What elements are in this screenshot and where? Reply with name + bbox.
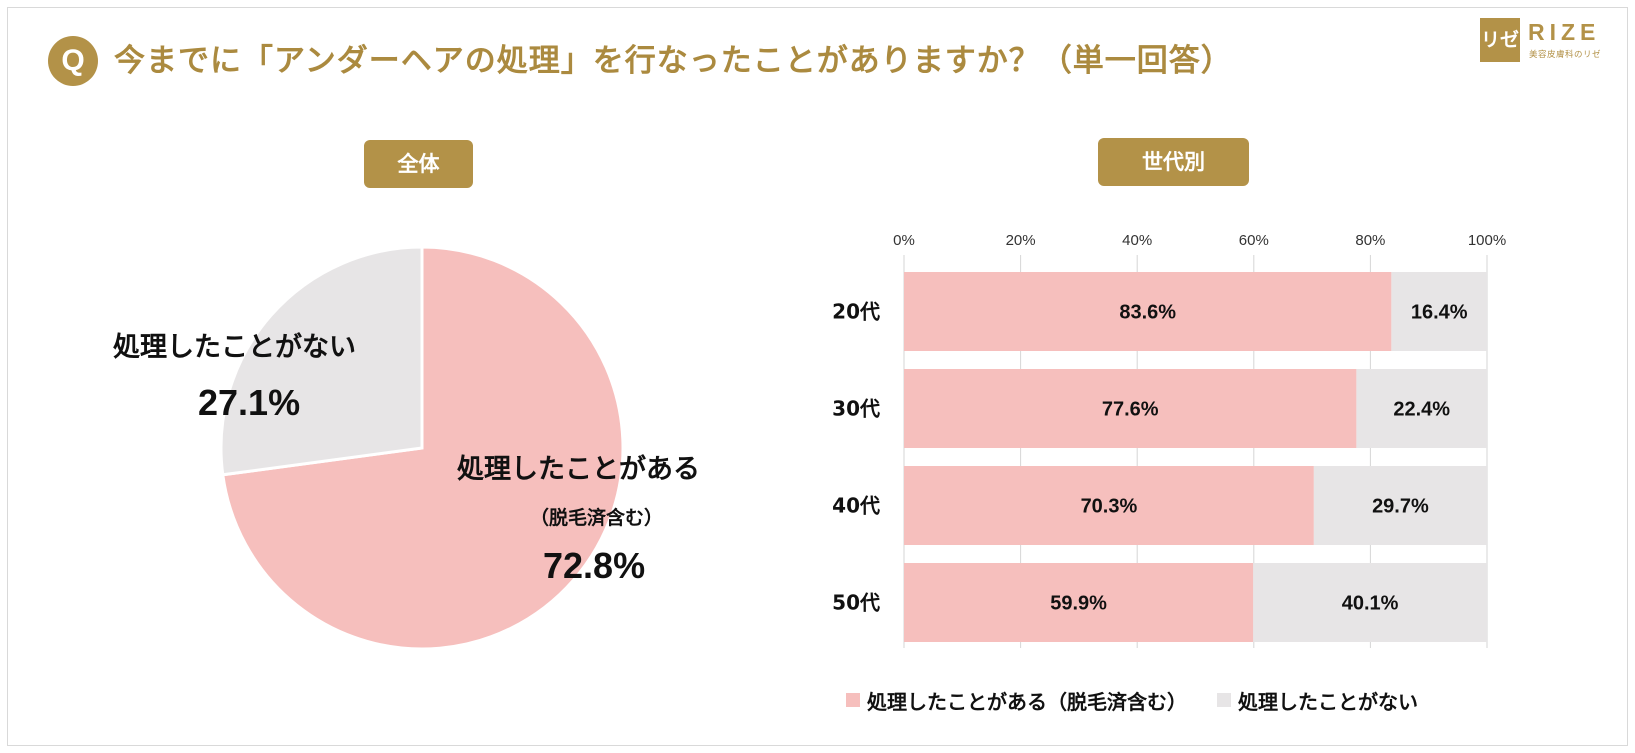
bar-segment-yes	[904, 466, 1314, 545]
x-tick-label: 60%	[1239, 232, 1269, 249]
y-category-label: 30代	[832, 397, 880, 421]
x-tick-label: 0%	[893, 232, 915, 249]
bar-segment-yes	[904, 369, 1357, 448]
x-tick-label: 100%	[1468, 232, 1506, 249]
question-title: 今までに「アンダーヘアの処理」を行なったことがありますか？（単一回答）	[114, 43, 1233, 79]
y-category-label: 50代	[832, 591, 880, 615]
bar-segment-no	[1391, 272, 1487, 351]
pie-value-no: 27.1%	[198, 382, 301, 423]
bar-segment-yes	[904, 563, 1254, 642]
pie-label-yes: 処理したことがある	[457, 454, 700, 485]
legend-swatch-yes	[846, 693, 860, 707]
bar-segment-yes	[904, 272, 1392, 351]
pie-sublabel-yes: （脱毛済含む）	[530, 507, 664, 529]
legend-label-yes: 処理したことがある（脱毛済含む）	[867, 689, 1187, 714]
bar-segment-no	[1356, 369, 1487, 448]
y-category-label: 20代	[832, 300, 880, 324]
bar-data-label: 40.1%	[1342, 593, 1399, 615]
x-tick-label: 40%	[1122, 232, 1152, 249]
bar-legend: 処理したことがある（脱毛済含む） 処理したことがない	[846, 685, 1448, 715]
legend-item-yes: 処理したことがある（脱毛済含む）	[846, 686, 1187, 715]
x-tick-label: 80%	[1355, 232, 1385, 249]
bar-data-label: 29.7%	[1372, 496, 1429, 518]
bar-segment-no	[1313, 466, 1487, 545]
bar-data-label: 59.9%	[1050, 593, 1107, 615]
logo-name: RIZE	[1528, 19, 1601, 45]
logo-mark: リゼ	[1480, 18, 1520, 62]
bar-data-label: 83.6%	[1119, 302, 1176, 324]
y-category-label: 40代	[832, 494, 880, 518]
pie-chart-title: 全体	[364, 140, 473, 188]
brand-logo: リゼ RIZE 美容皮膚科のリゼ	[1480, 18, 1620, 66]
bar-data-label: 16.4%	[1411, 302, 1468, 324]
logo-subtitle: 美容皮膚科のリゼ	[1529, 50, 1602, 60]
bar-data-label: 70.3%	[1081, 496, 1138, 518]
legend-item-no: 処理したことがない	[1217, 686, 1418, 715]
pie-label-no: 処理したことがない	[113, 332, 356, 363]
legend-label-no: 処理したことがない	[1238, 689, 1418, 714]
bar-data-label: 22.4%	[1393, 399, 1450, 421]
legend-swatch-no	[1217, 693, 1231, 707]
pie-slice-no	[219, 245, 424, 477]
bar-data-label: 77.6%	[1102, 399, 1159, 421]
bar-chart-title: 世代別	[1098, 138, 1249, 186]
x-tick-label: 20%	[1006, 232, 1036, 249]
bar-segment-no	[1253, 563, 1487, 642]
question-badge: Q	[48, 36, 98, 86]
pie-value-yes: 72.8%	[543, 545, 646, 586]
